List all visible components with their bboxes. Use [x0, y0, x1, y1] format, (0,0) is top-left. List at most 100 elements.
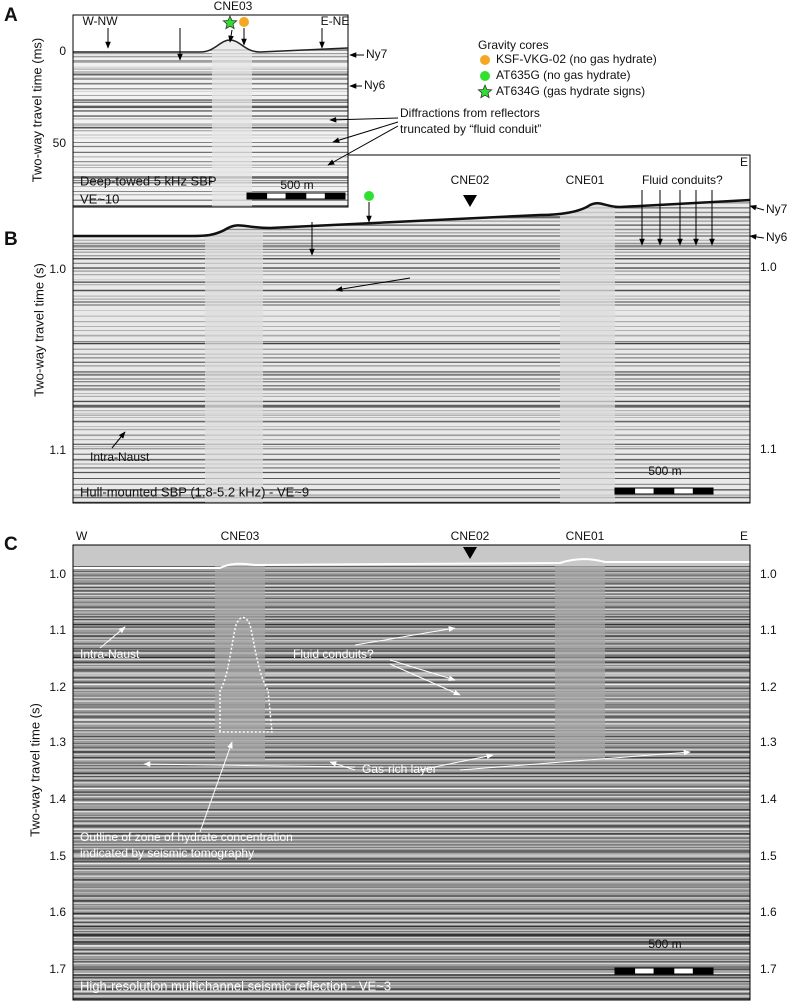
- panel-b-image: [73, 155, 750, 503]
- y-tick-label: 1.4: [49, 792, 66, 806]
- caption: Deep-towed 5 kHz SBP: [80, 173, 217, 188]
- water-column: [73, 15, 348, 52]
- panel-label: B: [4, 229, 18, 250]
- core-star: [222, 14, 238, 30]
- scale-bar: [246, 192, 268, 200]
- scale-bar: [653, 967, 675, 975]
- conduit: [212, 40, 252, 207]
- annotation: Intra-Naust: [90, 450, 150, 464]
- scale-bar: [614, 967, 636, 975]
- y-tick-label: 1.6: [760, 905, 777, 919]
- legend: KSF-VKG-02 (no gas hydrate) AT635G (no ga…: [477, 52, 657, 99]
- site-label: CNE02: [451, 173, 490, 187]
- seafloor: [73, 558, 750, 569]
- y-tick-label: 1.3: [760, 735, 777, 749]
- legend-dot: [480, 71, 490, 81]
- arrow: [749, 234, 765, 240]
- arrow: [327, 125, 399, 166]
- y-axis-title: Two-way travel time (ms): [29, 38, 44, 182]
- panel-b-frame: [72, 154, 751, 504]
- legend-dot: [480, 55, 490, 65]
- arrow: [111, 431, 126, 449]
- direction-label: E-NE: [321, 14, 350, 28]
- y-tick-label: 1.0: [760, 260, 777, 274]
- scale-bar: [692, 967, 714, 975]
- scale-bar: [634, 967, 655, 975]
- panel-label: A: [4, 5, 18, 26]
- annotation: Intra-Naust: [80, 647, 140, 661]
- conduit: [560, 205, 615, 503]
- site-label: CNE03: [221, 529, 260, 543]
- arrow: [143, 761, 356, 768]
- horizon-label: Ny6: [364, 78, 386, 92]
- caption: Hull-mounted SBP (1.8-5.2 kHz) - VE~9: [80, 484, 309, 499]
- seafloor: [73, 198, 750, 238]
- direction-label: E: [740, 529, 748, 543]
- y-tick-label: 1.5: [760, 849, 777, 863]
- arrow: [329, 761, 356, 771]
- y-tick-label: 1.4: [760, 792, 777, 806]
- arrow: [459, 749, 691, 771]
- annotation: Gas-rich layer: [362, 762, 437, 776]
- arrow: [99, 626, 126, 649]
- horizon-label: Ny6: [766, 230, 788, 244]
- note: Diffractions from reflectors: [400, 106, 540, 120]
- site-label: CNE01: [566, 529, 605, 543]
- background: [73, 200, 750, 503]
- panel-c-image: [73, 545, 750, 1000]
- scale-bar: [634, 487, 655, 495]
- scale-label: 500 m: [280, 178, 313, 192]
- scale-bar: [673, 967, 694, 975]
- y-tick-label: 1.7: [49, 962, 66, 976]
- y-tick-label: 1.0: [760, 567, 777, 581]
- legend-title: Gravity cores: [478, 38, 549, 52]
- y-tick-label: 50: [53, 136, 67, 150]
- legend-star: [477, 83, 493, 99]
- arrow: [419, 753, 494, 771]
- scale-bar: [653, 487, 675, 495]
- y-tick-label: 1.2: [760, 680, 777, 694]
- arrow: [228, 29, 234, 43]
- hydrate-outline: [219, 616, 273, 733]
- panel-a-image: [73, 15, 348, 207]
- scale-bar: [305, 192, 326, 200]
- arrow: [389, 659, 456, 681]
- scale-bar: [324, 192, 346, 200]
- y-tick-label: 1.0: [49, 567, 66, 581]
- y-tick-label: 1.3: [49, 735, 66, 749]
- scale-bar: [266, 192, 287, 200]
- scale-bar: [285, 192, 307, 200]
- arrow: [332, 121, 399, 143]
- site-label: CNE03: [214, 0, 253, 13]
- conduit: [205, 230, 263, 503]
- arrow: [354, 626, 456, 646]
- direction-label: E: [740, 155, 748, 169]
- marker: [463, 195, 477, 207]
- scale-bar: [673, 487, 694, 495]
- site-label: CNE01: [566, 173, 605, 187]
- y-tick-label: 1.7: [760, 962, 777, 976]
- core-dot: [364, 191, 374, 201]
- conduit: [215, 566, 265, 760]
- arrow: [389, 663, 461, 696]
- scale-bar: [614, 487, 636, 495]
- arrow: [199, 741, 233, 833]
- note: truncated by “fluid conduit”: [400, 122, 541, 136]
- y-tick-label: 0: [59, 44, 66, 58]
- y-tick-label: 1.1: [760, 442, 777, 456]
- annotation: Fluid conduits?: [293, 647, 374, 661]
- horizon-label: Ny7: [366, 47, 388, 61]
- direction-label: W: [76, 529, 88, 543]
- scale-label: 500 m: [648, 937, 681, 951]
- annotation: indicated by seismic tomography: [80, 846, 254, 860]
- y-tick-label: 1.6: [49, 905, 66, 919]
- panel-a-frame: [72, 14, 349, 208]
- legend-label: KSF-VKG-02 (no gas hydrate): [496, 52, 657, 66]
- y-axis-title: Two-way travel time (s): [27, 703, 42, 837]
- y-ticks: 1.0 1.0 1.1 1.1 1.2 1.2 1.3 1.3 1.4 1.4 1.5 1.5 1.6 1…: [49, 567, 777, 976]
- conduit: [555, 566, 605, 760]
- arrow: [329, 117, 399, 123]
- scale-bar: [692, 487, 714, 495]
- y-tick-label: 1.5: [49, 849, 66, 863]
